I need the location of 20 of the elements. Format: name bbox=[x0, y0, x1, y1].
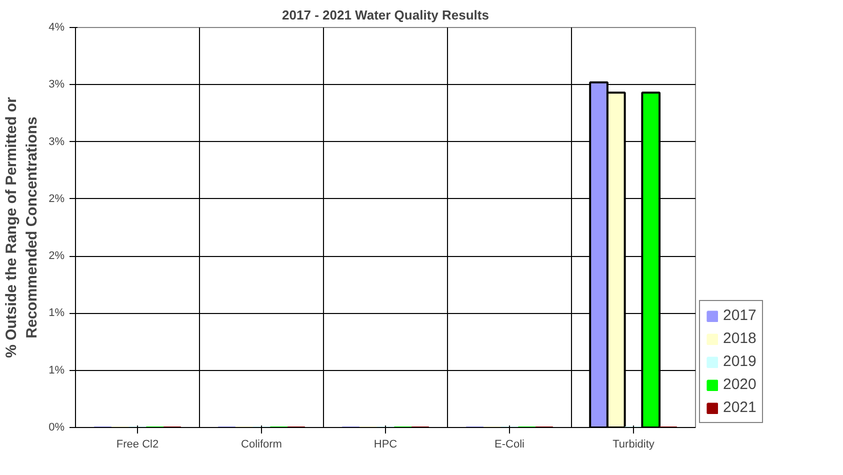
x-tick-label: Coliform bbox=[241, 438, 282, 450]
legend-label: 2017 bbox=[723, 307, 756, 324]
y-tick-label: 0% bbox=[48, 422, 65, 434]
x-tick-label: Free Cl2 bbox=[116, 438, 159, 450]
legend-label: 2020 bbox=[723, 376, 756, 393]
y-tick-label: 2% bbox=[48, 192, 65, 205]
x-tick-label: Turbidity bbox=[612, 438, 655, 450]
legend-label: 2019 bbox=[723, 353, 756, 370]
y-tick-label: 3% bbox=[48, 78, 65, 91]
y-axis-title: % Outside the Range of Permitted or Recommended Concentrations bbox=[3, 96, 41, 358]
legend-label: 2018 bbox=[723, 330, 756, 347]
y-tick-label: 3% bbox=[48, 136, 65, 148]
y-tick-label: 4% bbox=[48, 22, 65, 34]
y-tick-label: 1% bbox=[48, 364, 65, 376]
x-tick-label: E-Coli bbox=[494, 438, 524, 450]
chart-title: 2017 - 2021 Water Quality Results bbox=[282, 8, 489, 22]
x-tick-label: HPC bbox=[374, 438, 398, 450]
legend-label: 2021 bbox=[723, 399, 756, 416]
y-tick-label: 2% bbox=[48, 250, 65, 262]
y-tick-label: 1% bbox=[48, 307, 65, 320]
